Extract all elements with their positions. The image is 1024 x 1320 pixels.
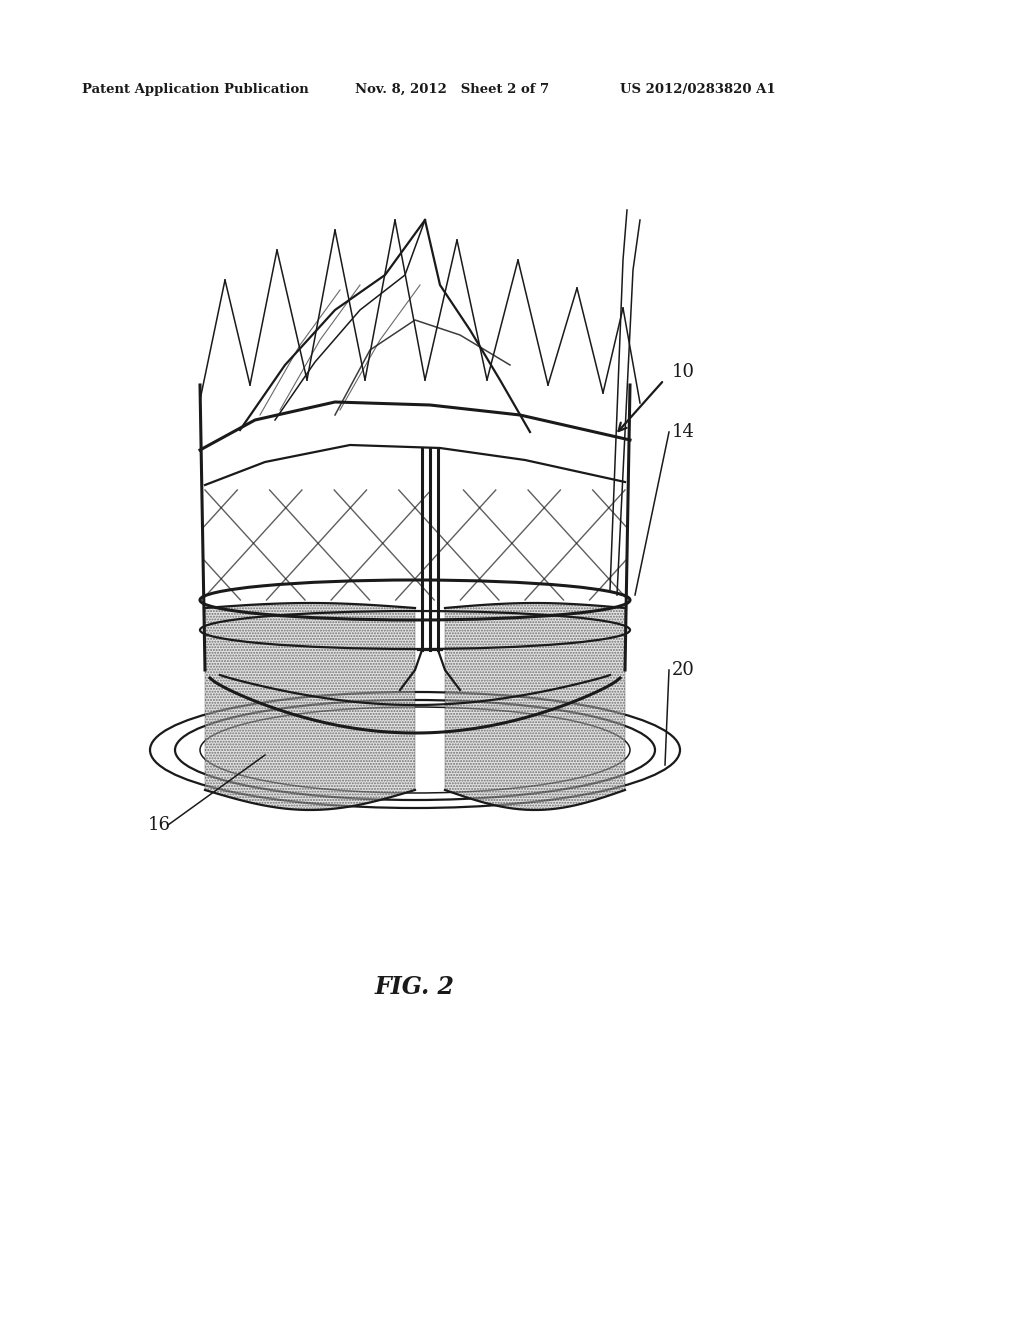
Text: 10: 10: [672, 363, 695, 381]
Text: FIG. 2: FIG. 2: [375, 975, 455, 999]
Text: 14: 14: [672, 422, 695, 441]
Text: Patent Application Publication: Patent Application Publication: [82, 83, 309, 96]
Text: 20: 20: [672, 661, 695, 678]
Text: US 2012/0283820 A1: US 2012/0283820 A1: [620, 83, 775, 96]
Polygon shape: [445, 603, 625, 810]
Text: Nov. 8, 2012   Sheet 2 of 7: Nov. 8, 2012 Sheet 2 of 7: [355, 83, 549, 96]
Polygon shape: [205, 603, 415, 810]
Text: 16: 16: [148, 816, 171, 834]
